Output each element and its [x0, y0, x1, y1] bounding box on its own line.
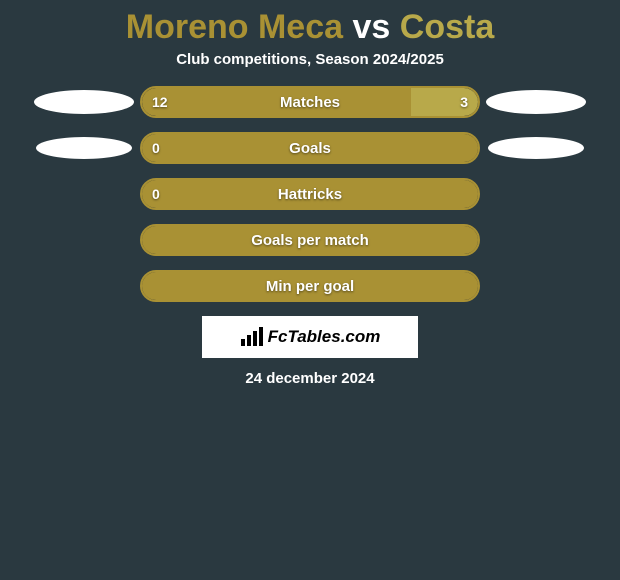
stat-label: Min per goal	[142, 272, 478, 300]
player2-name: Costa	[400, 8, 494, 46]
stat-row: Goals per match	[8, 224, 612, 256]
stat-bar: Min per goal	[140, 270, 480, 302]
subtitle: Club competitions, Season 2024/2025	[0, 51, 620, 86]
stat-label: Hattricks	[142, 180, 478, 208]
branding-text: FcTables.com	[268, 327, 381, 347]
bar-chart-icon	[240, 327, 264, 347]
date-text: 24 december 2024	[0, 370, 620, 387]
vs-text: vs	[352, 8, 390, 46]
stat-label: Goals	[142, 134, 478, 162]
stat-row: 123Matches	[8, 86, 612, 118]
ellipse-icon	[488, 137, 584, 159]
ellipse-icon	[34, 90, 134, 114]
stat-label: Goals per match	[142, 226, 478, 254]
comparison-title: Moreno Meca vs Costa	[0, 0, 620, 51]
stat-bar: 0Hattricks	[140, 178, 480, 210]
ellipse-icon	[36, 137, 132, 159]
stat-row: 0Hattricks	[8, 178, 612, 210]
player-shadow-left	[28, 137, 140, 159]
player-shadow-right	[480, 137, 592, 159]
stat-label: Matches	[142, 88, 478, 116]
player-shadow-left	[28, 90, 140, 114]
stat-row: Min per goal	[8, 270, 612, 302]
stat-bar: Goals per match	[140, 224, 480, 256]
stat-row: 0Goals	[8, 132, 612, 164]
stats-rows: 123Matches 0Goals 0Hattricks Goals per matc…	[0, 86, 620, 302]
ellipse-icon	[486, 90, 586, 114]
stat-bar: 123Matches	[140, 86, 480, 118]
player1-name: Moreno Meca	[126, 8, 343, 46]
player-shadow-right	[480, 90, 592, 114]
stat-bar: 0Goals	[140, 132, 480, 164]
branding-box: FcTables.com	[202, 316, 418, 358]
